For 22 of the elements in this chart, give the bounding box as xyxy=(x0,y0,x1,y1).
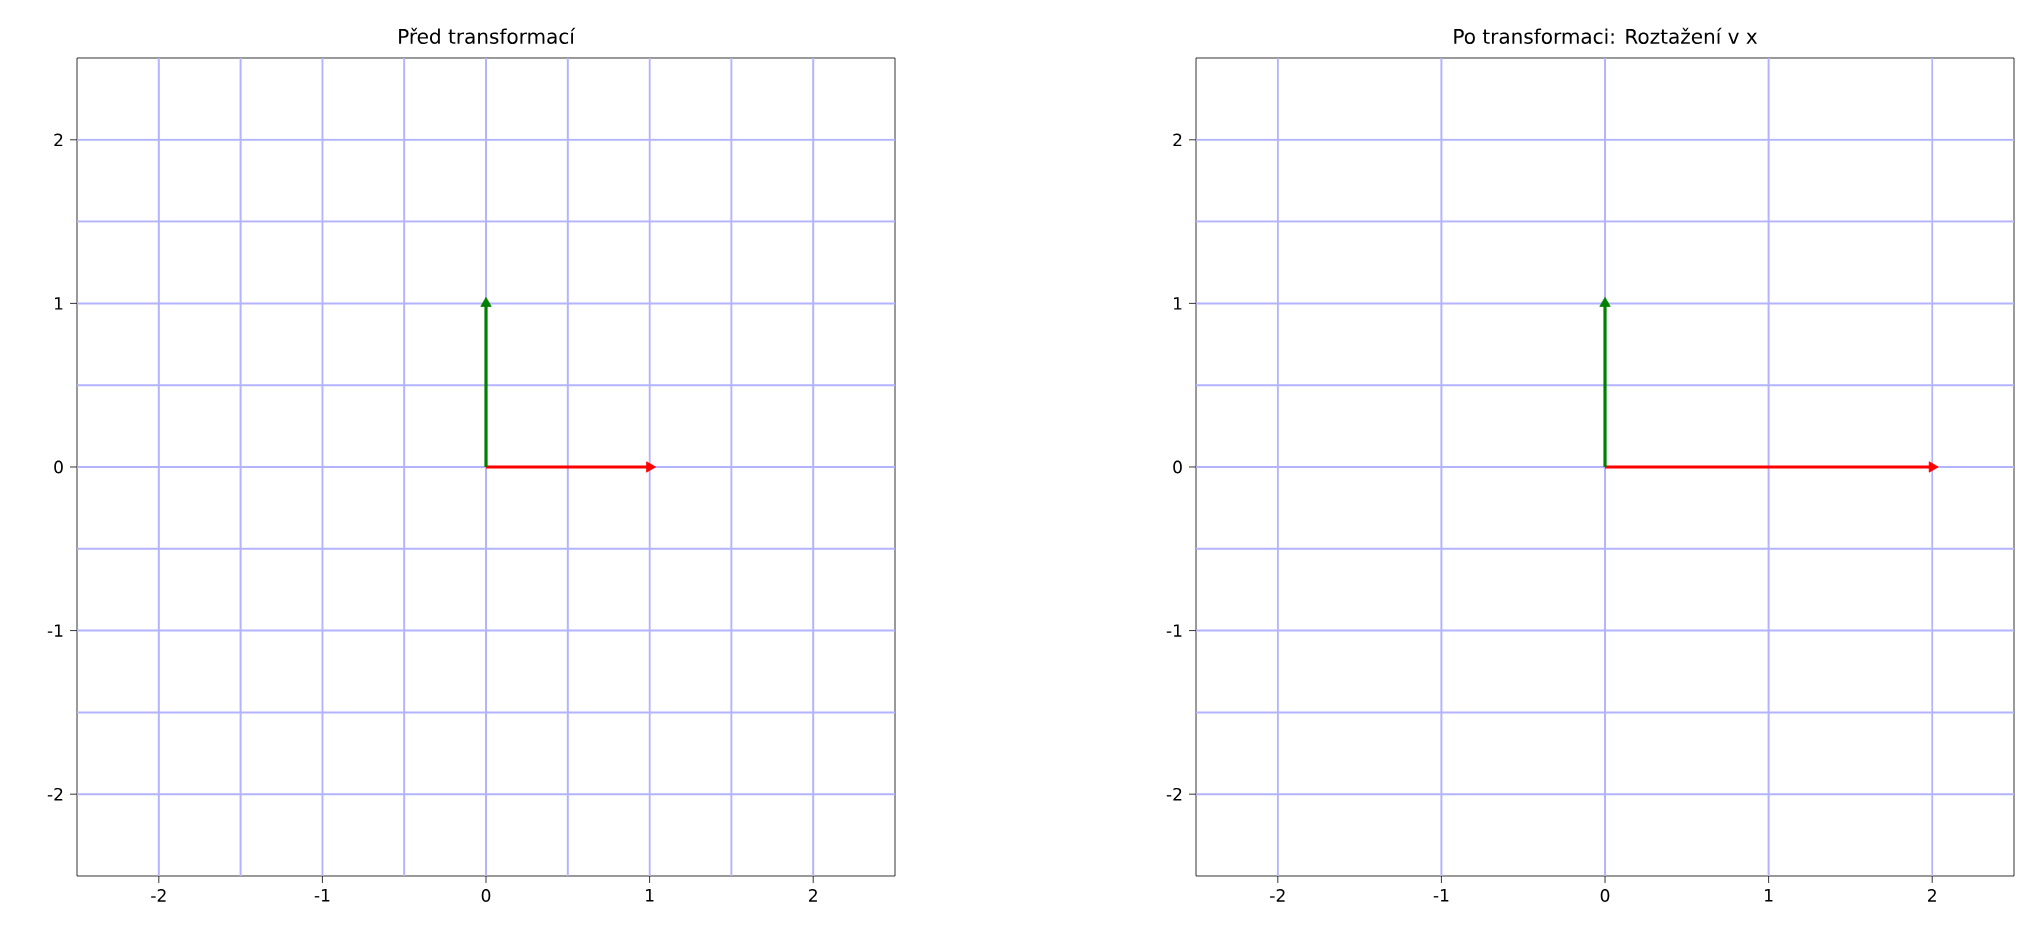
y-tick-label: 2 xyxy=(54,133,63,147)
y-tick-label: 1 xyxy=(55,297,63,310)
y-tick-label: 1 xyxy=(1174,297,1182,310)
y-tick-label: 2 xyxy=(1173,133,1182,147)
x-tick-label: 0 xyxy=(481,889,491,902)
x-tick-label: -1 xyxy=(314,889,330,902)
y-tick-label: 0 xyxy=(54,460,63,474)
y-tick-label: -1 xyxy=(47,624,63,637)
x-tick-label: -2 xyxy=(1270,889,1285,902)
chart-title: Před transformací xyxy=(399,27,576,44)
y-tick-label: 0 xyxy=(1173,460,1182,474)
x-tick-label: -1 xyxy=(1433,889,1449,902)
y-tick-label: -2 xyxy=(47,787,63,801)
x-tick-label: 1 xyxy=(1765,889,1773,902)
x-tick-label: -2 xyxy=(151,889,166,902)
y-tick-label: -1 xyxy=(1166,624,1182,637)
chart-title: Po transformaci: Roztažení v x xyxy=(1454,27,1758,44)
x-tick-label: 1 xyxy=(646,889,654,902)
y-tick-label: -2 xyxy=(1166,787,1182,801)
x-tick-label: 0 xyxy=(1600,889,1610,902)
x-tick-label: 2 xyxy=(809,889,817,902)
x-tick-label: 2 xyxy=(1928,889,1936,902)
